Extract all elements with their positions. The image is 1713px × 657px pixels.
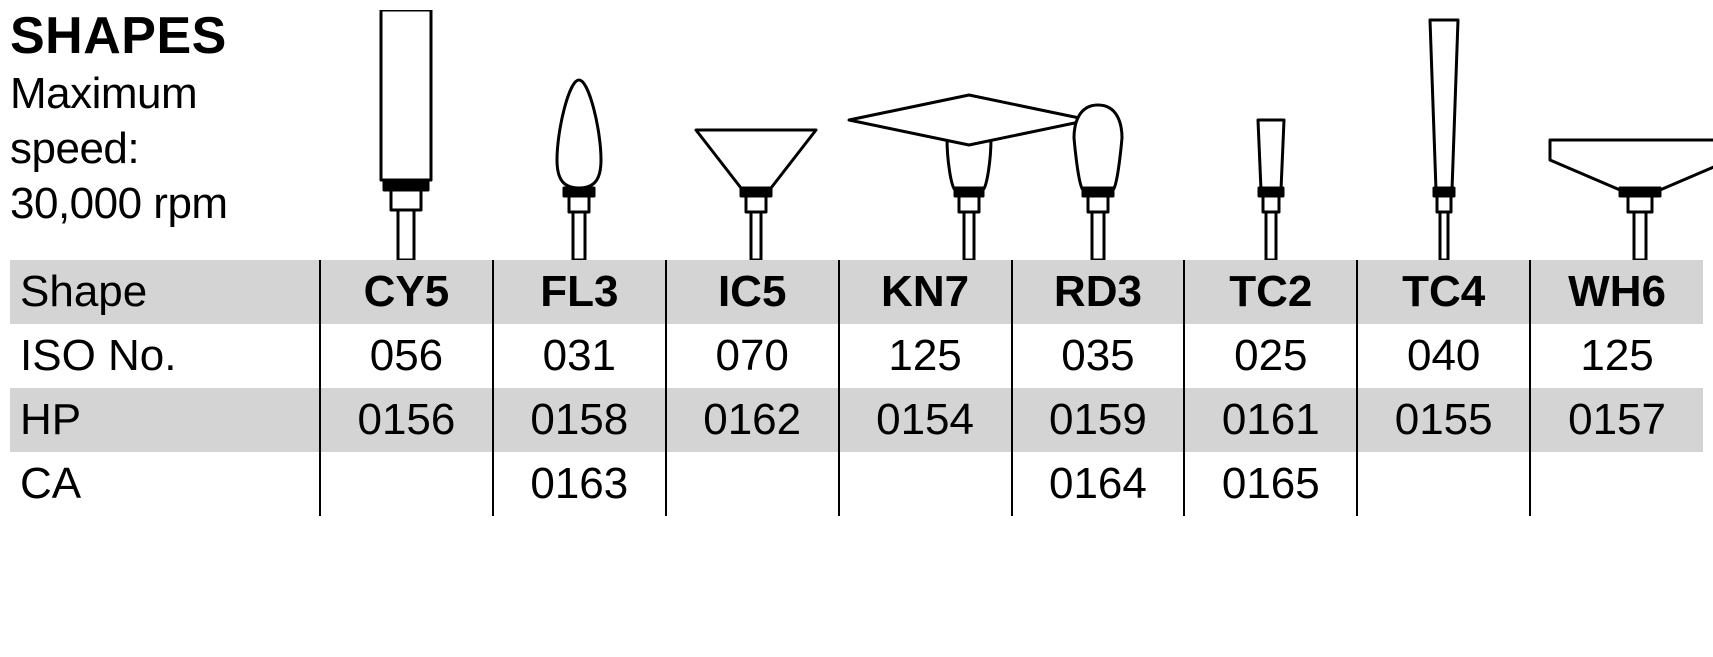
shape-icon-tc2 <box>1184 10 1357 260</box>
shape-icon-cell <box>1012 10 1185 260</box>
shape-icon-tc4 <box>1357 10 1530 260</box>
cell: 0164 <box>1012 452 1185 516</box>
cell: 031 <box>493 324 666 388</box>
shape-icon-ic5 <box>666 10 839 260</box>
shape-icon-cell <box>320 10 493 260</box>
cell: TC4 <box>1357 260 1530 324</box>
shape-icon-cell <box>666 10 839 260</box>
label-ca: CA <box>10 452 320 516</box>
speed-line-3: 30,000 rpm <box>10 176 320 231</box>
row-iso: ISO No. 056 031 070 125 035 025 040 125 <box>10 324 1703 388</box>
cell: WH6 <box>1530 260 1703 324</box>
cell: 0154 <box>839 388 1012 452</box>
cell: IC5 <box>666 260 839 324</box>
shape-icon-cell <box>1530 10 1703 260</box>
cell: 070 <box>666 324 839 388</box>
row-ca: CA 0163 0164 0165 <box>10 452 1703 516</box>
shape-icon-rd3 <box>1012 10 1185 260</box>
cell: TC2 <box>1184 260 1357 324</box>
cell <box>839 452 1012 516</box>
shape-icon-kn7 <box>839 10 1012 260</box>
cell: 0159 <box>1012 388 1185 452</box>
cell: 056 <box>320 324 493 388</box>
label-hp: HP <box>10 388 320 452</box>
cell <box>666 452 839 516</box>
shape-icon-fl3 <box>493 10 666 260</box>
cell: KN7 <box>839 260 1012 324</box>
cell: RD3 <box>1012 260 1185 324</box>
cell: 0158 <box>493 388 666 452</box>
label-iso: ISO No. <box>10 324 320 388</box>
cell <box>320 452 493 516</box>
cell: 0155 <box>1357 388 1530 452</box>
shape-icon-cell <box>1357 10 1530 260</box>
speed-line-2: speed: <box>10 121 320 176</box>
cell: 125 <box>1530 324 1703 388</box>
cell: 0156 <box>320 388 493 452</box>
header-row: SHAPES Maximum speed: 30,000 rpm <box>10 10 1703 260</box>
shape-icon-wh6 <box>1530 10 1703 260</box>
shape-icon-cell <box>493 10 666 260</box>
shape-icon-cy5 <box>320 10 493 260</box>
label-shape: Shape <box>10 260 320 324</box>
cell: 0163 <box>493 452 666 516</box>
row-hp: HP 0156 0158 0162 0154 0159 0161 0155 01… <box>10 388 1703 452</box>
header-text-cell: SHAPES Maximum speed: 30,000 rpm <box>10 10 320 260</box>
shapes-table: SHAPES Maximum speed: 30,000 rpm Shape C… <box>10 10 1703 516</box>
shape-icon-cell <box>1184 10 1357 260</box>
cell: 035 <box>1012 324 1185 388</box>
row-shape: Shape CY5 FL3 IC5 KN7 RD3 TC2 TC4 WH6 <box>10 260 1703 324</box>
cell: 0162 <box>666 388 839 452</box>
cell: 125 <box>839 324 1012 388</box>
cell: 0165 <box>1184 452 1357 516</box>
cell: 0161 <box>1184 388 1357 452</box>
page-title: SHAPES <box>10 10 320 62</box>
shape-icon-cell <box>839 10 1012 260</box>
cell: 025 <box>1184 324 1357 388</box>
cell <box>1357 452 1530 516</box>
speed-line-1: Maximum <box>10 66 320 121</box>
cell: 040 <box>1357 324 1530 388</box>
cell: CY5 <box>320 260 493 324</box>
cell <box>1530 452 1703 516</box>
cell: 0157 <box>1530 388 1703 452</box>
cell: FL3 <box>493 260 666 324</box>
